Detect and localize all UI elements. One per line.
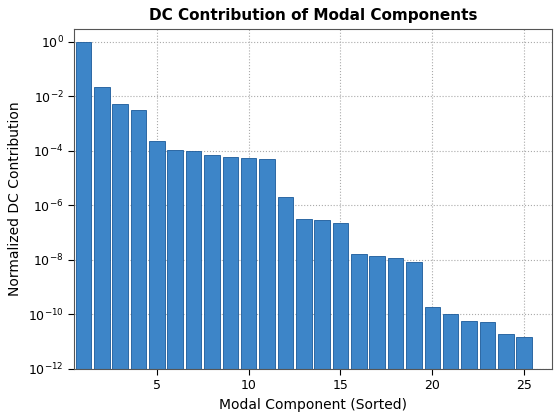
Bar xyxy=(333,223,348,420)
Bar xyxy=(167,150,183,420)
Bar xyxy=(424,307,440,420)
Bar xyxy=(498,334,514,420)
Bar xyxy=(149,142,165,420)
Bar xyxy=(516,337,532,420)
Bar xyxy=(388,257,403,420)
Bar xyxy=(76,42,91,420)
Bar xyxy=(278,197,293,420)
Bar xyxy=(314,220,330,420)
Bar xyxy=(130,110,146,420)
Bar xyxy=(186,151,202,420)
Bar xyxy=(406,262,422,420)
Bar xyxy=(241,158,256,420)
Bar xyxy=(222,157,238,420)
Bar xyxy=(351,254,367,420)
Bar xyxy=(113,105,128,420)
Bar xyxy=(94,87,110,420)
Bar xyxy=(259,159,275,420)
X-axis label: Modal Component (Sorted): Modal Component (Sorted) xyxy=(219,398,407,412)
Bar xyxy=(443,314,459,420)
Bar xyxy=(204,155,220,420)
Y-axis label: Normalized DC Contribution: Normalized DC Contribution xyxy=(8,101,22,296)
Bar xyxy=(370,256,385,420)
Bar xyxy=(461,321,477,420)
Bar xyxy=(479,323,495,420)
Bar xyxy=(296,219,311,420)
Title: DC Contribution of Modal Components: DC Contribution of Modal Components xyxy=(149,8,477,24)
